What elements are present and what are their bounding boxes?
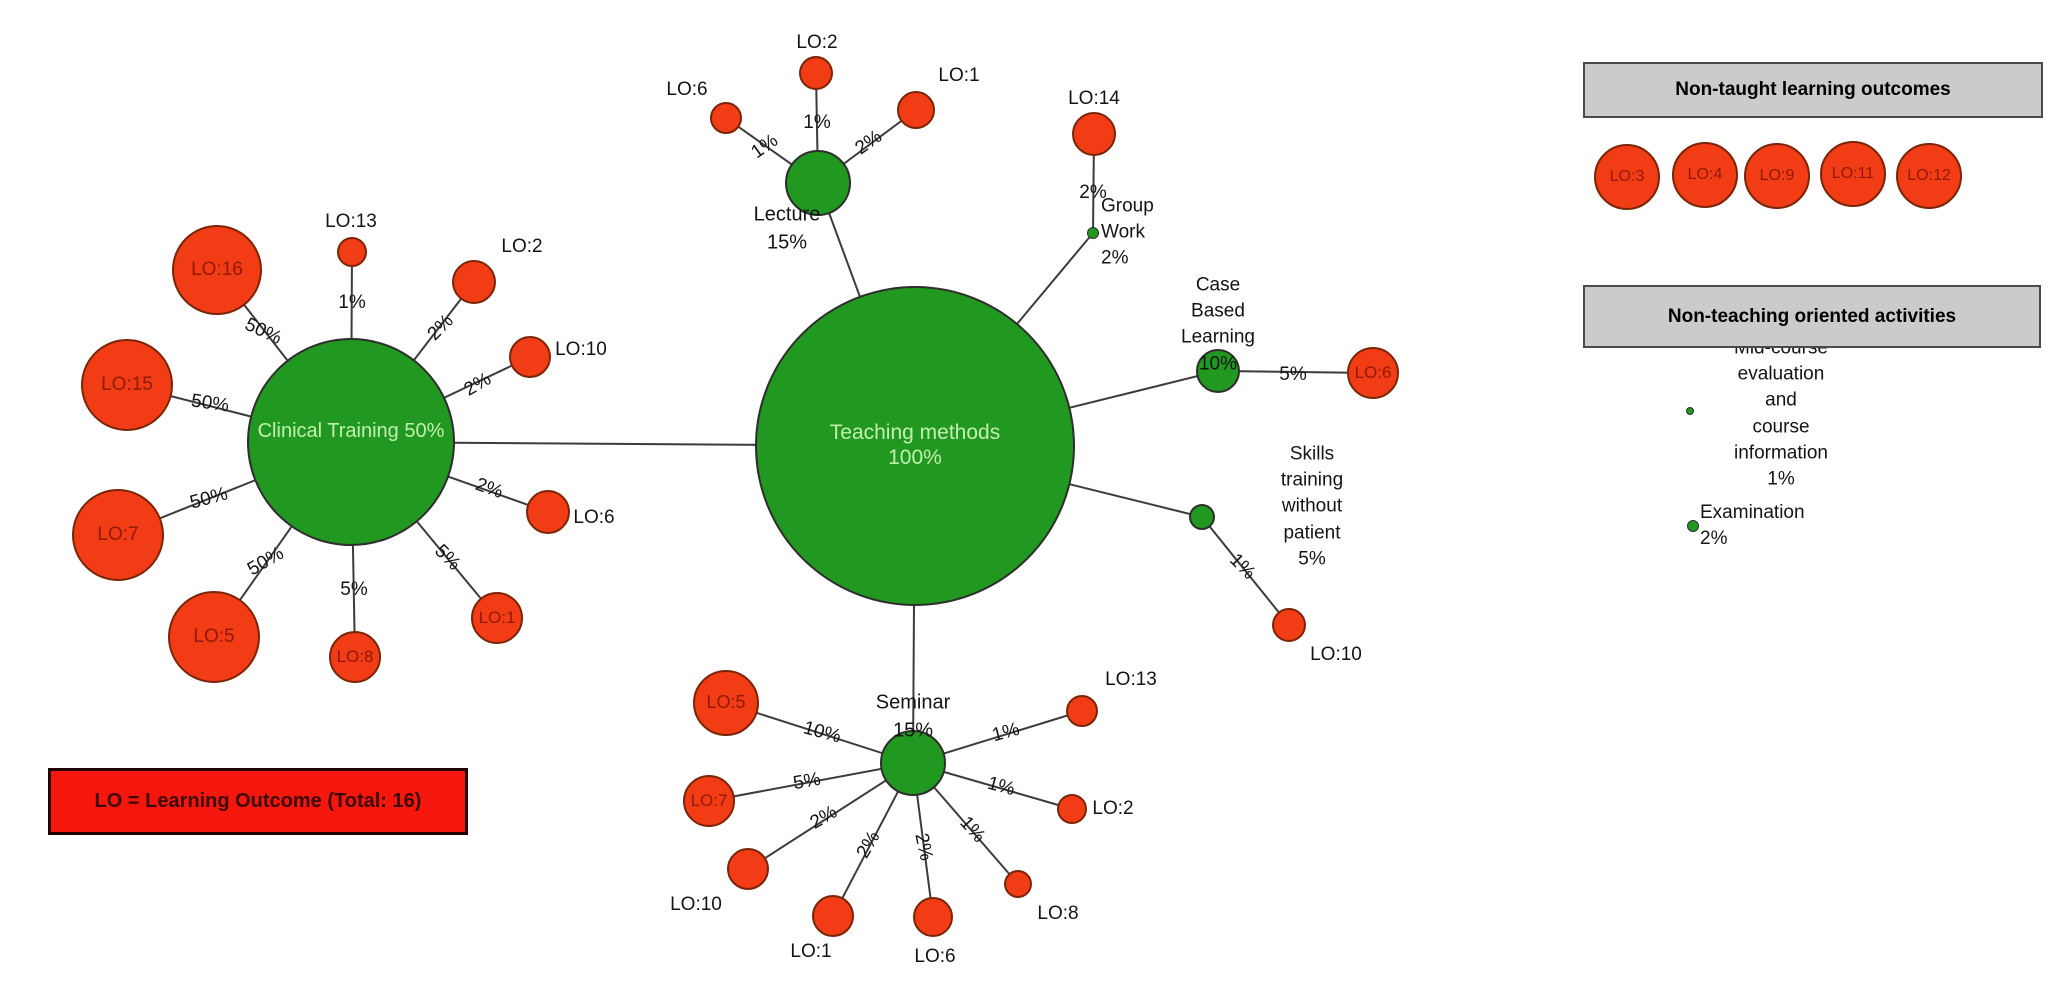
node-seminar-lo1: [812, 895, 854, 937]
node-clinical-lo16: LO:16: [172, 225, 262, 315]
label-skills-training: Skills training without patient 5%: [1280, 443, 1344, 570]
label-seminar-lo1: LO:1: [790, 940, 832, 962]
label-clinical-lo13: LO:13: [325, 210, 377, 232]
node-lecture-lo6: [710, 102, 742, 134]
edge-skills-training--skills-lo10: [1201, 516, 1290, 626]
label-group-work: Group Work 2%: [1101, 195, 1154, 270]
label-clinical-lo10: LO:10: [555, 338, 607, 360]
node-group-work: [1087, 227, 1099, 239]
node-clinical-lo15: LO:15: [81, 339, 173, 431]
node-clinical-lo10: [509, 336, 551, 378]
label-clinical-lo2: LO:2: [501, 235, 543, 257]
node-clinical-lo2: [452, 260, 496, 304]
node-seminar-lo10: [727, 848, 769, 890]
label-examination: Examination 2%: [1700, 501, 1805, 549]
label-lecture-lo2: LO:2: [796, 31, 838, 53]
node-seminar-lo2: [1057, 794, 1087, 824]
edge-label-clinical-training--clinical-lo8: 5%: [340, 579, 368, 600]
label-seminar: Seminar 15%: [875, 691, 951, 741]
lo-definition-label: LO = Learning Outcome (Total: 16): [94, 790, 422, 812]
node-lecture-lo1: [897, 91, 935, 129]
node-seminar-lo8: [1004, 870, 1032, 898]
node-clinical-training: Clinical Training 50%: [247, 338, 455, 546]
node-legend-lo9: LO:9: [1744, 143, 1810, 209]
node-skills-lo10: [1272, 608, 1306, 642]
node-legend-lo3: LO:3: [1594, 144, 1660, 210]
edge-label-clinical-training--clinical-lo13: 1%: [338, 292, 366, 313]
edge-label-case-based-learning--cbl-lo6: 5%: [1279, 364, 1307, 385]
node-examination-dot: [1687, 520, 1699, 532]
legend-non-teaching-box: Non-teaching oriented activities: [1583, 285, 2041, 348]
edge-label-seminar--seminar-lo7: 5%: [791, 768, 823, 795]
node-skills-training: [1189, 504, 1215, 530]
edge-label-lecture--lecture-lo2: 1%: [803, 112, 831, 133]
node-clinical-lo1: LO:1: [471, 592, 523, 644]
edge-seminar--seminar-lo7: [708, 762, 914, 802]
node-seminar: [880, 730, 946, 796]
node-mid-course-evaluation-dot: [1686, 407, 1694, 415]
node-clinical-lo13: [337, 237, 367, 267]
node-legend-lo11: LO:11: [1820, 141, 1886, 207]
node-teaching-methods: Teaching methods 100%: [755, 286, 1075, 606]
node-groupwork-lo14: [1072, 112, 1116, 156]
node-seminar-lo6: [913, 897, 953, 937]
legend-non-taught-title: Non-taught learning outcomes: [1675, 79, 1951, 100]
node-case-based-learning: [1196, 349, 1240, 393]
node-lecture: [785, 150, 851, 216]
label-seminar-lo8: LO:8: [1037, 902, 1079, 924]
node-clinical-lo6: [526, 490, 570, 534]
node-clinical-lo5: LO:5: [168, 591, 260, 683]
label-seminar-lo6: LO:6: [914, 945, 956, 967]
label-lecture-lo6: LO:6: [666, 78, 708, 100]
label-clinical-lo6: LO:6: [573, 506, 615, 528]
label-seminar-lo2: LO:2: [1092, 797, 1134, 819]
node-legend-lo4: LO:4: [1672, 142, 1738, 208]
edge-label-group-work--groupwork-lo14: 2%: [1079, 182, 1107, 203]
node-legend-lo12: LO:12: [1896, 143, 1962, 209]
label-case-based-learning: Case Based Learning 10%: [1181, 274, 1255, 375]
lo-definition-box: LO = Learning Outcome (Total: 16): [48, 768, 468, 835]
label-seminar-lo10: LO:10: [670, 893, 722, 915]
label-groupwork-lo14: LO:14: [1068, 87, 1120, 109]
legend-non-teaching-title: Non-teaching oriented activities: [1667, 305, 1957, 327]
label-mid-course-evaluation: Mid-course evaluation and course informa…: [1734, 337, 1829, 490]
node-seminar-lo7: LO:7: [683, 775, 735, 827]
node-clinical-lo7: LO:7: [72, 489, 164, 581]
legend-non-taught-box: Non-taught learning outcomes: [1583, 62, 2043, 118]
node-lecture-lo2: [799, 56, 833, 90]
node-seminar-lo13: [1066, 695, 1098, 727]
node-seminar-lo5: LO:5: [693, 670, 759, 736]
label-seminar-lo13: LO:13: [1105, 668, 1157, 690]
label-lecture: Lecture 15%: [753, 203, 821, 253]
label-lecture-lo1: LO:1: [938, 64, 980, 86]
label-skills-lo10: LO:10: [1310, 643, 1362, 665]
node-cbl-lo6: LO:6: [1347, 347, 1399, 399]
node-clinical-lo8: LO:8: [329, 631, 381, 683]
